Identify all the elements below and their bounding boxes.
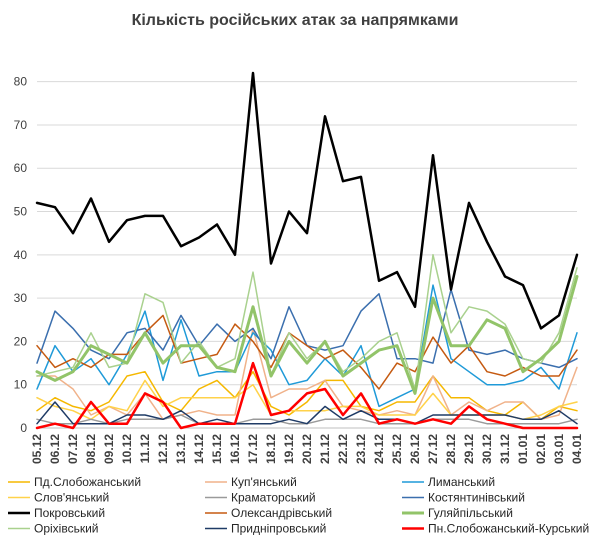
x-tick-label: 09.12 <box>102 434 116 464</box>
x-tick-label: 25.12 <box>390 434 404 464</box>
y-tick-label: 60 <box>14 161 28 175</box>
x-tick-label: 23.12 <box>354 434 368 464</box>
x-tick-label: 12.12 <box>156 434 170 464</box>
legend-label: Лиманський <box>428 475 495 489</box>
x-tick-label: 14.12 <box>192 434 206 464</box>
y-tick-label: 80 <box>14 75 28 89</box>
legend-label: Куп'янський <box>231 475 297 489</box>
series-line <box>36 401 578 425</box>
series-line <box>35 361 579 430</box>
x-tick-label: 08.12 <box>84 434 98 464</box>
legend-label: Придніпровський <box>231 522 326 536</box>
series-line <box>35 71 579 330</box>
x-tick-label: 02.01 <box>534 434 548 464</box>
x-tick-label: 01.01 <box>516 434 530 464</box>
x-tick-label: 28.12 <box>444 434 458 464</box>
x-tick-label: 26.12 <box>408 434 422 464</box>
x-tick-label: 24.12 <box>372 434 386 464</box>
x-tick-label: 19.12 <box>282 434 296 464</box>
y-tick-label: 40 <box>14 248 28 262</box>
legend-label: Пд.Слобожанський <box>34 475 141 489</box>
x-tick-label: 07.12 <box>66 434 80 464</box>
legend-label: Гуляйпільський <box>428 506 513 520</box>
legend-label: Костянтинівський <box>428 491 525 505</box>
series-line <box>36 288 578 369</box>
x-tick-label: 21.12 <box>318 434 332 464</box>
legend-label: Краматорський <box>231 491 316 505</box>
x-tick-label: 15.12 <box>210 434 224 464</box>
y-tick-label: 30 <box>14 291 28 305</box>
x-tick-label: 04.01 <box>570 434 584 464</box>
legend-label: Оріхівський <box>34 522 99 536</box>
x-tick-label: 03.01 <box>552 434 566 464</box>
x-tick-label: 10.12 <box>120 434 134 464</box>
x-tick-label: 18.12 <box>264 434 278 464</box>
y-tick-label: 0 <box>20 421 27 435</box>
x-tick-label: 27.12 <box>426 434 440 464</box>
legend-label: Покровський <box>34 506 105 520</box>
y-tick-label: 50 <box>14 205 28 219</box>
y-tick-label: 70 <box>14 118 28 132</box>
x-tick-label: 17.12 <box>246 434 260 464</box>
x-tick-label: 05.12 <box>30 434 44 464</box>
y-tick-label: 20 <box>14 334 28 348</box>
x-tick-label: 29.12 <box>462 434 476 464</box>
x-tick-label: 13.12 <box>174 434 188 464</box>
y-tick-label: 10 <box>14 378 28 392</box>
legend-label: Пн.Слобожанський-Курський <box>428 522 589 536</box>
legend-label: Олександрівський <box>231 506 332 520</box>
x-tick-label: 06.12 <box>48 434 62 464</box>
x-tick-label: 20.12 <box>300 434 314 464</box>
x-tick-label: 16.12 <box>228 434 242 464</box>
series-line <box>36 370 578 421</box>
series-line <box>36 314 578 390</box>
x-tick-label: 22.12 <box>336 434 350 464</box>
chart-title: Кількість російських атак за напрямками <box>131 12 459 29</box>
series-line <box>35 275 579 395</box>
legend-label: Слов'янський <box>34 491 109 505</box>
x-tick-label: 11.12 <box>138 434 152 464</box>
x-tick-label: 31.12 <box>498 434 512 464</box>
x-tick-label: 30.12 <box>480 434 494 464</box>
